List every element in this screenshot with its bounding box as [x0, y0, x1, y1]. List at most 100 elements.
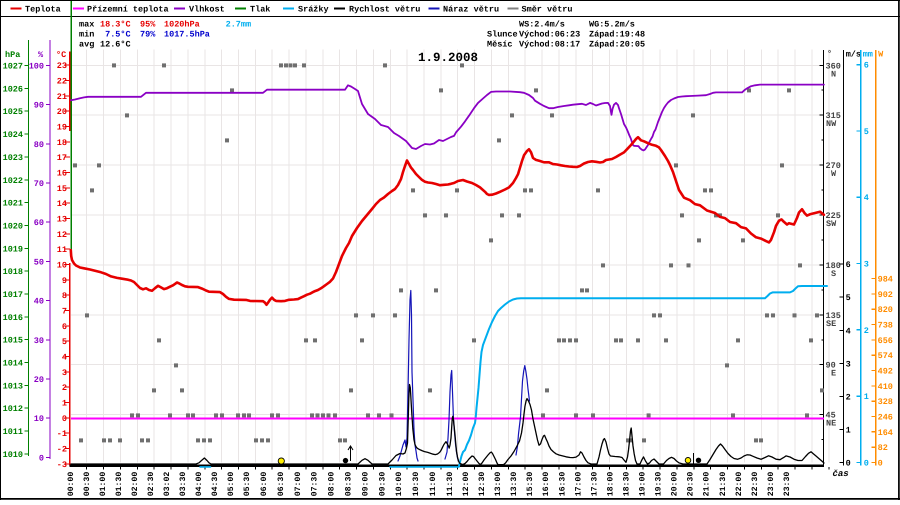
svg-text:984: 984: [878, 275, 893, 285]
svg-text:1017: 1017: [3, 290, 23, 300]
svg-text:14: 14: [57, 199, 67, 209]
svg-text:19:00: 19:00: [639, 472, 648, 497]
svg-text:50: 50: [34, 257, 44, 267]
svg-text:20:00: 20:00: [671, 472, 680, 497]
svg-text:225: 225: [826, 211, 841, 221]
svg-text:16:00: 16:00: [542, 472, 551, 497]
svg-text:WS:2.4m/s: WS:2.4m/s: [519, 20, 565, 30]
svg-text:7.5°C: 7.5°C: [105, 30, 131, 40]
svg-text:Rychlost větru: Rychlost větru: [349, 5, 420, 15]
svg-text:0: 0: [878, 459, 883, 469]
svg-text:18:30: 18:30: [623, 472, 632, 497]
svg-text:90: 90: [826, 361, 836, 371]
svg-text:Východ:06:23: Východ:06:23: [519, 30, 580, 40]
svg-text:16:30: 16:30: [558, 472, 567, 497]
svg-text:80: 80: [34, 140, 44, 150]
svg-text:1.9.2008: 1.9.2008: [418, 51, 478, 65]
svg-text:21: 21: [57, 92, 67, 102]
svg-text:%: %: [38, 50, 44, 60]
svg-text:1021: 1021: [3, 199, 23, 209]
svg-text:11: 11: [57, 245, 67, 255]
svg-text:1: 1: [864, 392, 869, 402]
svg-text:19:30: 19:30: [655, 472, 664, 497]
svg-text:40: 40: [34, 297, 44, 307]
svg-text:Měsíc: Měsíc: [487, 40, 513, 50]
svg-text:00:00: 00:00: [67, 472, 76, 497]
svg-text:12: 12: [57, 230, 67, 240]
svg-text:1018: 1018: [3, 267, 23, 277]
svg-text:9: 9: [62, 276, 67, 286]
svg-text:04:00: 04:00: [195, 472, 204, 497]
svg-text:1027: 1027: [3, 62, 23, 72]
svg-text:07:00: 07:00: [294, 472, 303, 497]
svg-text:NW: NW: [826, 119, 837, 129]
svg-text:1024: 1024: [3, 130, 23, 140]
svg-text:1019: 1019: [3, 244, 23, 254]
svg-text:13:00: 13:00: [494, 472, 503, 497]
svg-text:1014: 1014: [3, 359, 23, 369]
svg-text:6: 6: [864, 61, 869, 71]
svg-text:1026: 1026: [3, 84, 23, 94]
svg-text:mm: mm: [863, 50, 873, 60]
svg-text:360: 360: [826, 61, 841, 71]
svg-text:22: 22: [57, 77, 67, 87]
svg-text:20: 20: [57, 107, 67, 117]
svg-text:60: 60: [34, 218, 44, 228]
svg-text:04:30: 04:30: [211, 472, 220, 497]
svg-text:1: 1: [62, 399, 67, 409]
svg-text:10: 10: [34, 414, 44, 424]
svg-text:Směr větru: Směr větru: [522, 5, 573, 15]
svg-text:Srážky: Srážky: [298, 5, 329, 15]
svg-text:Východ:08:17: Východ:08:17: [519, 40, 580, 50]
svg-text:10: 10: [57, 261, 67, 271]
svg-text:135: 135: [826, 311, 841, 321]
svg-text:15:30: 15:30: [526, 472, 535, 497]
svg-text:18.3°C: 18.3°C: [100, 20, 131, 30]
svg-text:4: 4: [864, 193, 869, 203]
svg-text:06:00: 06:00: [260, 472, 269, 497]
svg-text:08:30: 08:30: [345, 472, 354, 497]
svg-text:Přízemní teplota: Přízemní teplota: [87, 5, 169, 15]
svg-text:07:30: 07:30: [311, 472, 320, 497]
svg-text:90: 90: [34, 101, 44, 111]
svg-text:79%: 79%: [140, 30, 156, 40]
svg-text:3: 3: [62, 368, 67, 378]
svg-text:410: 410: [878, 382, 893, 392]
svg-text:°: °: [827, 49, 832, 59]
svg-text:°C: °C: [56, 50, 66, 60]
svg-text:2: 2: [864, 326, 869, 336]
svg-text:1013: 1013: [3, 381, 23, 391]
svg-text:23:30: 23:30: [783, 472, 792, 497]
svg-text:1010: 1010: [3, 450, 23, 460]
svg-text:1015: 1015: [3, 336, 23, 346]
svg-text:16: 16: [57, 169, 67, 179]
svg-text:656: 656: [878, 336, 893, 346]
svg-text:13:30: 13:30: [510, 472, 519, 497]
svg-text:18:00: 18:00: [606, 472, 615, 497]
svg-text:17:30: 17:30: [590, 472, 599, 497]
svg-text:10:30: 10:30: [412, 472, 421, 497]
svg-text:270: 270: [826, 161, 841, 171]
svg-text:00:30: 00:30: [83, 472, 92, 497]
svg-text:Teplota: Teplota: [25, 5, 61, 15]
svg-text:6: 6: [62, 322, 67, 332]
svg-text:čas: čas: [833, 469, 849, 479]
svg-text:02:30: 02:30: [147, 472, 156, 497]
svg-text:17: 17: [57, 153, 67, 163]
svg-text:1022: 1022: [3, 176, 23, 186]
svg-text:12.6°C: 12.6°C: [100, 40, 131, 50]
svg-text:Vlhkost: Vlhkost: [189, 5, 225, 15]
svg-text:0: 0: [39, 453, 44, 463]
svg-text:08:00: 08:00: [328, 472, 337, 497]
svg-text:W: W: [831, 169, 837, 179]
svg-text:max: max: [79, 20, 94, 30]
svg-text:S: S: [831, 269, 836, 279]
svg-text:WG:5.2m/s: WG:5.2m/s: [589, 20, 635, 30]
svg-text:E: E: [831, 369, 836, 379]
svg-text:W: W: [878, 50, 884, 60]
svg-text:164: 164: [878, 428, 893, 438]
svg-text:Náraz větru: Náraz větru: [443, 5, 499, 15]
svg-text:1012: 1012: [3, 404, 23, 414]
svg-text:12:30: 12:30: [478, 472, 487, 497]
svg-text:70: 70: [34, 179, 44, 189]
